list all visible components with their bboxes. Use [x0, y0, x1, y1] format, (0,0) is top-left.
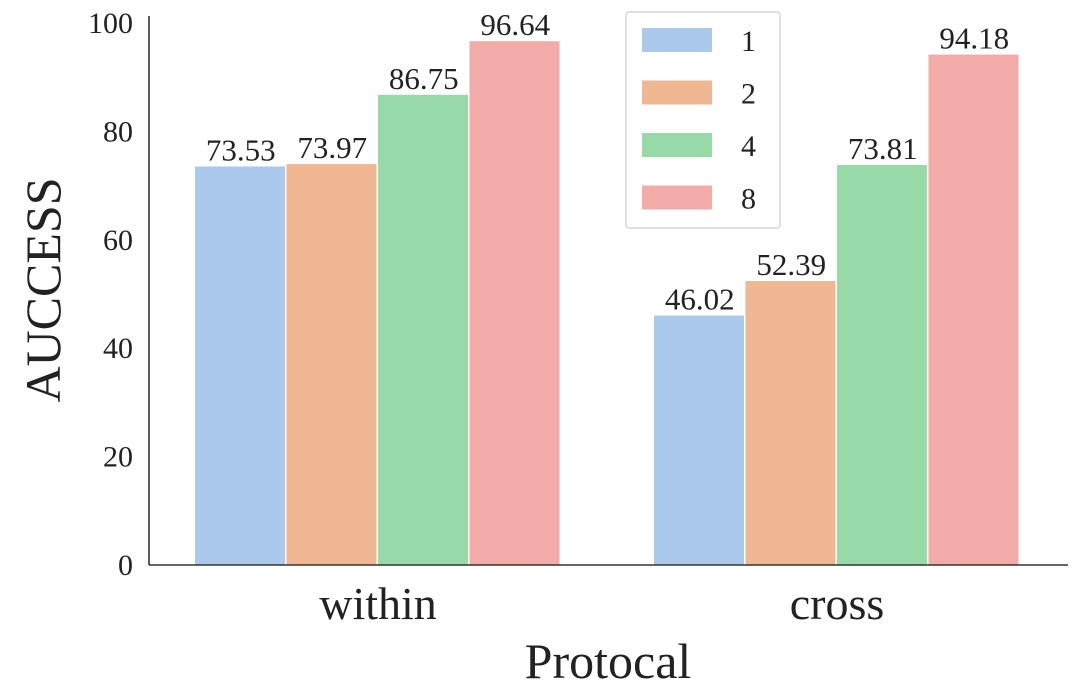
- value-label-cross-series-8: 94.18: [939, 21, 1009, 56]
- bar-cross-series-8: [928, 54, 1019, 565]
- y-tick-label-0: 0: [118, 549, 133, 582]
- y-tick-label-100: 100: [88, 7, 133, 40]
- value-label-within-series-8: 96.64: [480, 7, 550, 42]
- y-axis-label: AUCCESS: [15, 177, 71, 402]
- bar-cross-series-2: [745, 281, 836, 565]
- value-label-cross-series-1: 46.02: [665, 282, 735, 317]
- value-labels-layer: 73.53 46.02 73.97 52.39 86.75 73.81 96.64 94.18: [206, 7, 1009, 316]
- value-label-within-series-4: 86.75: [389, 61, 459, 96]
- x-tick-label-within: within: [319, 578, 437, 629]
- value-label-within-series-2: 73.97: [297, 130, 367, 165]
- legend-swatch-8: [642, 185, 712, 210]
- axes: [148, 16, 1068, 566]
- bar-within-series-1: [195, 166, 285, 565]
- bars-layer: [195, 41, 1019, 566]
- legend-swatch-2: [642, 80, 712, 105]
- bar-within-series-8: [469, 41, 560, 566]
- bar-within-series-4: [378, 94, 468, 565]
- x-axis-label: Protocal: [525, 633, 692, 689]
- x-tick-labels: within cross: [319, 578, 884, 629]
- bar-within-series-2: [286, 164, 377, 566]
- y-tick-label-60: 60: [103, 224, 133, 257]
- legend-label-8: 8: [741, 183, 756, 216]
- legend-label-2: 2: [741, 78, 756, 111]
- value-label-cross-series-4: 73.81: [848, 131, 918, 166]
- legend-swatch-1: [642, 28, 712, 52]
- y-tick-label-40: 40: [103, 332, 133, 365]
- legend-frame: [625, 11, 781, 229]
- value-label-cross-series-2: 52.39: [756, 247, 826, 282]
- y-tick-label-20: 20: [103, 441, 133, 474]
- legend: 1 2 4 8: [625, 11, 781, 229]
- legend-label-1: 1: [741, 25, 756, 58]
- value-label-within-series-1: 73.53: [206, 132, 276, 167]
- bar-cross-series-1: [654, 315, 744, 565]
- y-tick-label-80: 80: [103, 115, 133, 148]
- legend-label-4: 4: [741, 130, 756, 163]
- y-tick-labels: 0 20 40 60 80 100: [88, 7, 133, 582]
- bar-cross-series-4: [837, 164, 927, 565]
- legend-items: 1 2 4 8: [642, 25, 756, 216]
- legend-swatch-4: [642, 133, 712, 157]
- x-tick-label-cross: cross: [790, 578, 885, 629]
